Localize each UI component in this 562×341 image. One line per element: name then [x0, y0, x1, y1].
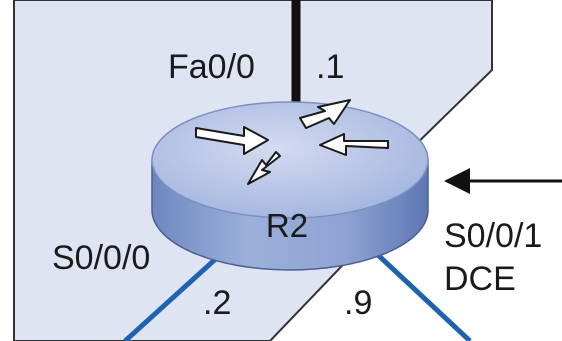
s0-0-1-role-label: DCE [444, 260, 516, 298]
s0-0-1-host-label: .9 [344, 284, 372, 322]
serial-link-s0-0-1 [376, 253, 472, 341]
router-name-label: R2 [266, 207, 308, 244]
s0-0-1-interface-label: S0/0/1 [444, 217, 542, 255]
s0-0-0-interface-label: S0/0/0 [52, 239, 150, 277]
serial-link-s0-0-0 [123, 253, 222, 341]
router-arrows-icon [195, 99, 389, 185]
s0-0-0-host-label: .2 [203, 284, 231, 322]
router-icon [151, 99, 429, 271]
fa0-0-interface-label: Fa0/0 [168, 48, 255, 86]
dce-arrow-icon [444, 168, 562, 194]
fa0-0-host-label: .1 [316, 48, 344, 86]
